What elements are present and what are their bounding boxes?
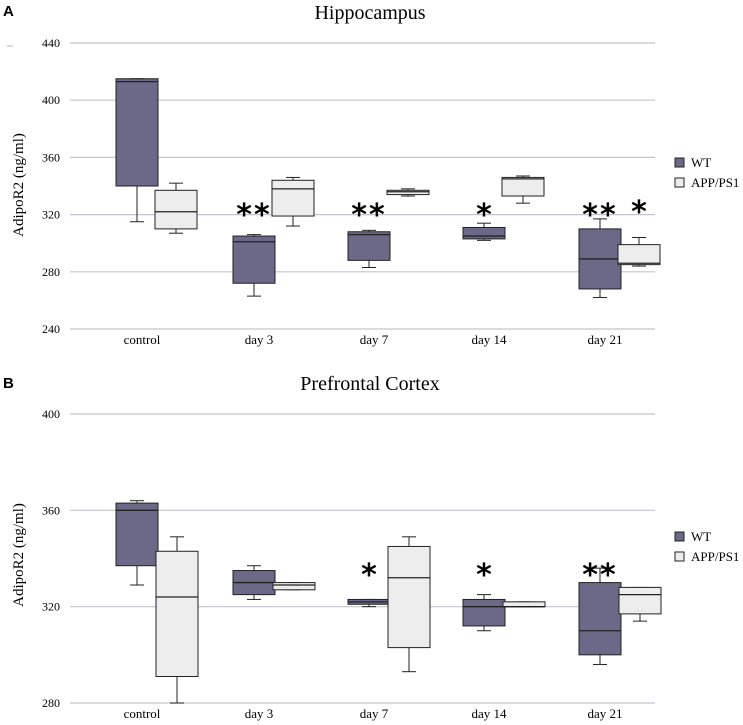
legend-swatch-a-app-ps1 [674, 177, 685, 188]
panel-a-letter: A [3, 3, 14, 20]
legend-swatch-b-app-ps1 [674, 551, 685, 562]
box-a-wt-day-7 [347, 229, 391, 269]
sig-a-app-ps1-day-21: * [631, 195, 647, 230]
xtick-b-day-14: day 14 [471, 706, 507, 721]
sig-a-wt-day-21: ** [582, 198, 617, 233]
box-iqr [501, 176, 545, 197]
sig-a-wt-day-14: * [476, 198, 492, 233]
panel-b-plot: 280 320 360 400 control day 3 day 7 day 14 day 2… [42, 407, 739, 721]
box-iqr [502, 601, 546, 608]
box-b-app-ps1-day-14 [502, 601, 546, 608]
ytick-b-400: 400 [42, 407, 60, 421]
sig-b-wt-day-14: * [476, 558, 492, 593]
ytick-b-360: 360 [42, 503, 60, 517]
panel-b-letter: B [3, 375, 14, 392]
box-b-wt-day-3 [232, 565, 276, 600]
box-a-wt-control [115, 78, 159, 223]
ytick-a-320: 320 [42, 208, 60, 222]
sig-b-wt-day-21: ** [582, 558, 617, 593]
box-iqr [617, 244, 661, 266]
ytick-a-360: 360 [42, 150, 60, 164]
box-iqr [272, 582, 316, 591]
xtick-b-day-7: day 7 [360, 706, 389, 721]
box-iqr [387, 545, 431, 649]
box-iqr [115, 78, 159, 187]
xtick-a-day-7: day 7 [360, 332, 389, 347]
box-b-app-ps1-control [155, 536, 199, 704]
panel-b-title: Prefrontal Cortex [300, 373, 439, 395]
legend-label-a-app-ps1: APP/PS1 [691, 175, 739, 190]
panel-a-plot: 240 280 320 360 400 440 control day 3 day 7 day 1… [42, 36, 739, 347]
xtick-a-day-21: day 21 [587, 332, 622, 347]
ytick-a-440: 440 [42, 36, 60, 50]
box-iqr [347, 231, 391, 261]
box-a-wt-day-14 [462, 222, 506, 241]
box-a-app-ps1-day-14 [501, 175, 545, 204]
box-iqr [115, 502, 159, 567]
box-a-wt-day-21 [578, 218, 622, 299]
xtick-a-day-3: day 3 [245, 332, 274, 347]
legend-label-a-wt: WT [691, 155, 711, 170]
box-a-app-ps1-day-7 [386, 188, 430, 197]
xtick-b-day-3: day 3 [245, 706, 274, 721]
legend-label-b-wt: WT [691, 529, 711, 544]
ytick-b-320: 320 [42, 600, 60, 614]
box-iqr [462, 598, 506, 627]
ytick-b-280: 280 [42, 696, 60, 710]
box-b-app-ps1-day-21 [618, 586, 662, 622]
box-iqr [462, 226, 506, 240]
box-iqr [618, 586, 662, 615]
box-iqr [386, 189, 430, 196]
box-b-wt-day-7 [347, 598, 391, 608]
box-iqr [232, 235, 276, 284]
legend-swatch-b-wt [674, 531, 685, 542]
xtick-b-control: control [124, 706, 161, 721]
box-b-app-ps1-day-3 [272, 582, 316, 591]
box-iqr [154, 189, 198, 230]
panel-b-ylabel: AdipoR2 (ng/ml) [11, 503, 27, 607]
panel-a-ylabel: AdipoR2 (ng/ml) [11, 133, 27, 237]
xtick-a-control: control [124, 332, 161, 347]
sig-b-wt-day-7: * [361, 558, 377, 593]
ytick-a-240: 240 [42, 322, 60, 336]
box-a-app-ps1-day-21 [617, 236, 661, 267]
box-a-app-ps1-day-3 [271, 176, 315, 227]
box-b-wt-day-14 [462, 594, 506, 632]
panel-a-title: Hippocampus [314, 2, 425, 24]
box-b-wt-day-21 [578, 567, 622, 665]
legend-swatch-a-wt [674, 157, 685, 168]
sig-a-wt-day-7: ** [351, 198, 386, 233]
xtick-a-day-14: day 14 [471, 332, 507, 347]
legend-label-b-app-ps1: APP/PS1 [691, 549, 739, 564]
ytick-a-280: 280 [42, 265, 60, 279]
box-b-wt-control [115, 500, 159, 586]
box-iqr [155, 550, 199, 678]
xtick-b-day-21: day 21 [587, 706, 622, 721]
box-b-app-ps1-day-7 [387, 536, 431, 673]
box-a-app-ps1-control [154, 182, 198, 234]
box-a-wt-day-3 [232, 234, 276, 297]
box-iqr [578, 582, 622, 656]
box-iqr [271, 179, 315, 217]
ytick-a-400: 400 [42, 93, 60, 107]
sig-a-wt-day-3: ** [236, 198, 271, 233]
